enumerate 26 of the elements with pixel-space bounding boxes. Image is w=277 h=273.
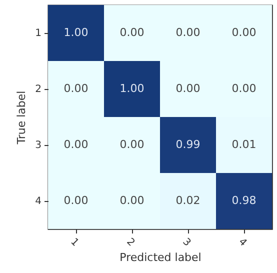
data-label: 0.00 — [64, 82, 88, 95]
data-label: 1.00 — [64, 26, 88, 39]
data-label: 0.00 — [232, 82, 256, 95]
data-label: 0.02 — [176, 194, 200, 207]
data-label: 0.00 — [176, 82, 200, 95]
data-label: 0.00 — [120, 26, 144, 39]
x-tick-label: 1 — [68, 236, 81, 249]
data-label: 0.00 — [120, 194, 144, 207]
x-tick-label: 3 — [180, 236, 193, 249]
y-tick-label: 3 — [35, 140, 42, 151]
data-label: 0.00 — [120, 138, 144, 151]
data-label: 0.00 — [64, 138, 88, 151]
data-label: 0.01 — [232, 138, 256, 151]
data-label: 1.00 — [120, 82, 144, 95]
y-axis-title: True label — [15, 90, 28, 146]
x-tick-label: 2 — [124, 236, 137, 249]
x-tick-label: 4 — [236, 236, 249, 249]
data-label: 0.98 — [232, 194, 256, 207]
data-label: 0.00 — [64, 194, 88, 207]
y-tick-label: 4 — [35, 196, 42, 207]
x-axis-title: Predicted label — [120, 251, 202, 264]
data-label: 0.00 — [176, 26, 200, 39]
y-tick-label: 1 — [35, 28, 42, 39]
data-label: 0.99 — [176, 138, 200, 151]
y-tick-label: 2 — [35, 84, 42, 95]
data-label: 0.00 — [232, 26, 256, 39]
